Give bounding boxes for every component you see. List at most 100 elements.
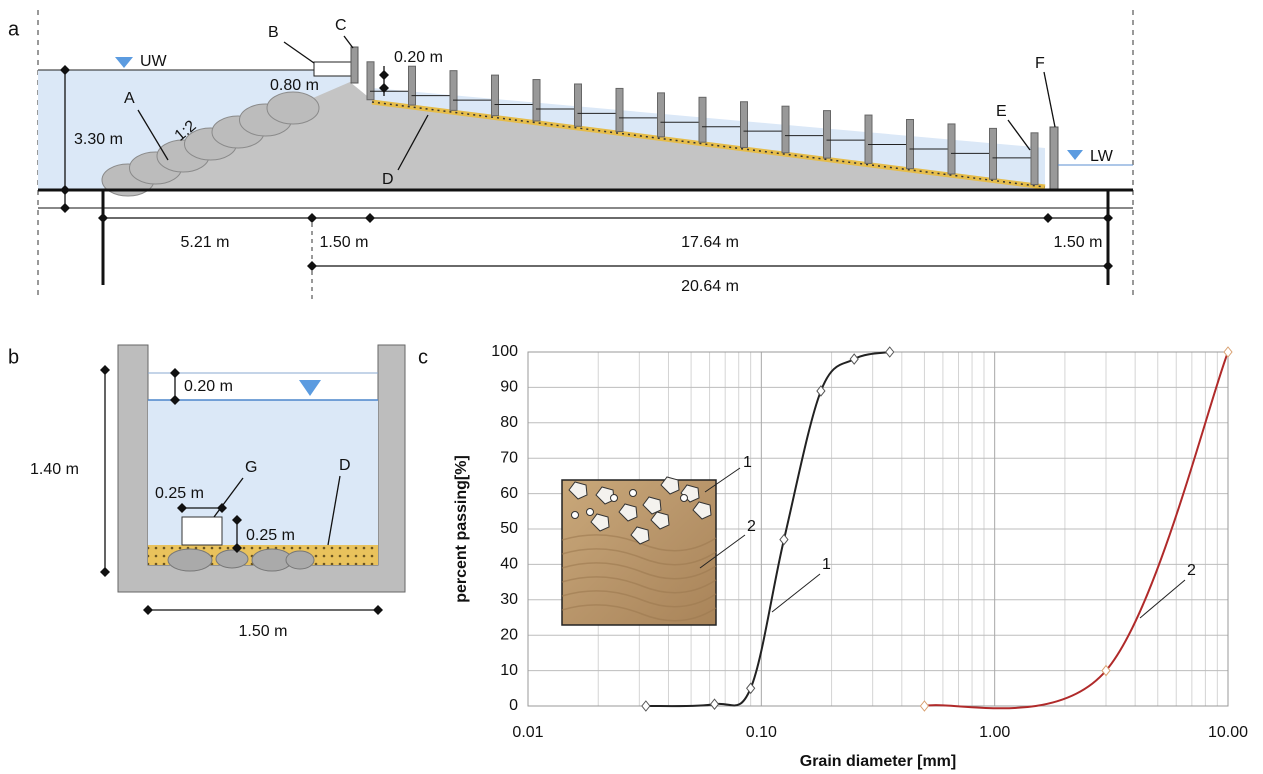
dimension: 17.64 m xyxy=(681,234,739,251)
panel-label: a xyxy=(8,18,20,40)
dimension: 0.20 m xyxy=(394,49,443,66)
y-tick-label: 70 xyxy=(500,449,518,466)
data-point xyxy=(849,353,859,365)
leader xyxy=(1139,579,1186,619)
series-line xyxy=(924,351,1229,710)
x-tick-label: 0.01 xyxy=(512,724,543,741)
data-point xyxy=(1223,346,1233,358)
sand-ripple xyxy=(561,576,717,594)
post xyxy=(698,96,707,143)
series-label: 1 xyxy=(822,556,831,573)
label: G xyxy=(245,459,257,476)
panel-label: c xyxy=(418,346,428,368)
y-tick-label: 10 xyxy=(500,662,518,679)
y-axis-label: percent passing[%] xyxy=(453,455,470,603)
panel-label: b xyxy=(8,346,19,368)
leader xyxy=(704,467,741,493)
dimension: 1.50 m xyxy=(320,234,369,251)
label: F xyxy=(1035,55,1045,72)
grain xyxy=(586,508,594,516)
dimension: 20.64 m xyxy=(681,278,739,295)
dimension-marker xyxy=(232,515,242,525)
dimension-marker xyxy=(379,83,389,93)
post xyxy=(408,65,416,106)
inset-label: 2 xyxy=(747,518,756,535)
dimension-marker xyxy=(1103,261,1113,271)
dimension-marker xyxy=(60,185,70,195)
pebble xyxy=(630,526,650,545)
plot-frame xyxy=(527,351,1229,707)
data-point xyxy=(779,533,789,546)
x-axis-label: Grain diameter [mm] xyxy=(800,753,956,770)
pebble xyxy=(660,476,680,495)
label: A xyxy=(124,90,135,107)
boulder xyxy=(266,91,320,125)
dimension: 1.40 m xyxy=(30,461,79,478)
data-point xyxy=(885,346,895,358)
dimension: 0.25 m xyxy=(246,527,295,544)
panel-b: b 1.40 m 0.20 m 0.25 m 0.25 m 1.50 m G D xyxy=(8,344,406,640)
y-tick-label: 30 xyxy=(500,591,518,608)
data-point xyxy=(1101,664,1111,677)
sand-ripple xyxy=(561,562,717,580)
data-point xyxy=(709,698,720,711)
data-point xyxy=(816,385,826,397)
water-symbol xyxy=(1067,150,1083,160)
x-tick-label: 0.10 xyxy=(746,724,777,741)
label: D xyxy=(382,171,394,188)
leader xyxy=(699,534,746,569)
wall-c xyxy=(350,46,359,84)
y-tick-label: 80 xyxy=(500,414,518,431)
dimension: 5.21 m xyxy=(181,234,230,251)
dimension-marker xyxy=(307,213,317,223)
leader xyxy=(771,573,821,613)
dimension-lines xyxy=(100,365,383,615)
data-point xyxy=(919,700,930,712)
box-b xyxy=(313,61,353,77)
y-tick-label: 60 xyxy=(500,485,518,502)
box-g xyxy=(181,516,223,546)
post xyxy=(906,119,914,170)
dimension-marker xyxy=(100,567,110,577)
post xyxy=(615,87,624,133)
water-symbol xyxy=(115,57,133,68)
post xyxy=(823,110,831,159)
data-point xyxy=(746,682,756,695)
label: E xyxy=(996,103,1007,120)
dimension: 3.30 m xyxy=(74,131,123,148)
post xyxy=(491,74,499,117)
series-label: 2 xyxy=(1187,562,1196,579)
wall-f xyxy=(1049,126,1059,191)
dimension-marker xyxy=(1103,213,1113,223)
x-tick-label: 10.00 xyxy=(1208,724,1248,741)
grain xyxy=(610,494,618,502)
panel-a: a UW LW A B C D E F 1:2 3.30 m 0.80 m 0.… xyxy=(8,10,1134,300)
dimension-marker xyxy=(60,65,70,75)
label: LW xyxy=(1090,148,1114,165)
pebble xyxy=(650,511,670,530)
post xyxy=(449,70,458,111)
dimension: 0.25 m xyxy=(155,485,204,502)
y-tick-label: 90 xyxy=(500,379,518,396)
label: UW xyxy=(140,53,168,70)
sand-ripple xyxy=(561,604,717,622)
water-symbol xyxy=(299,380,321,396)
boulders xyxy=(101,91,320,197)
dimension-marker xyxy=(217,503,227,513)
dimension: 1.50 m xyxy=(239,623,288,640)
dimension: 0.80 m xyxy=(270,77,319,94)
y-tick-label: 50 xyxy=(500,520,518,537)
y-tick-label: 40 xyxy=(500,556,518,573)
grain xyxy=(629,489,637,497)
dimension-lines xyxy=(60,35,1113,271)
post xyxy=(864,114,873,164)
panel-c: c 0 10 20 30 40 50 60 70 80 90 100 0.01 0.10 1.00 10.0… xyxy=(418,343,1248,770)
y-tick-label: 100 xyxy=(491,343,518,360)
inset-photo xyxy=(561,479,717,626)
dimension-marker xyxy=(143,605,153,615)
pebble xyxy=(618,503,638,522)
data-point xyxy=(641,700,651,712)
post xyxy=(740,101,748,148)
pebble xyxy=(590,513,610,532)
